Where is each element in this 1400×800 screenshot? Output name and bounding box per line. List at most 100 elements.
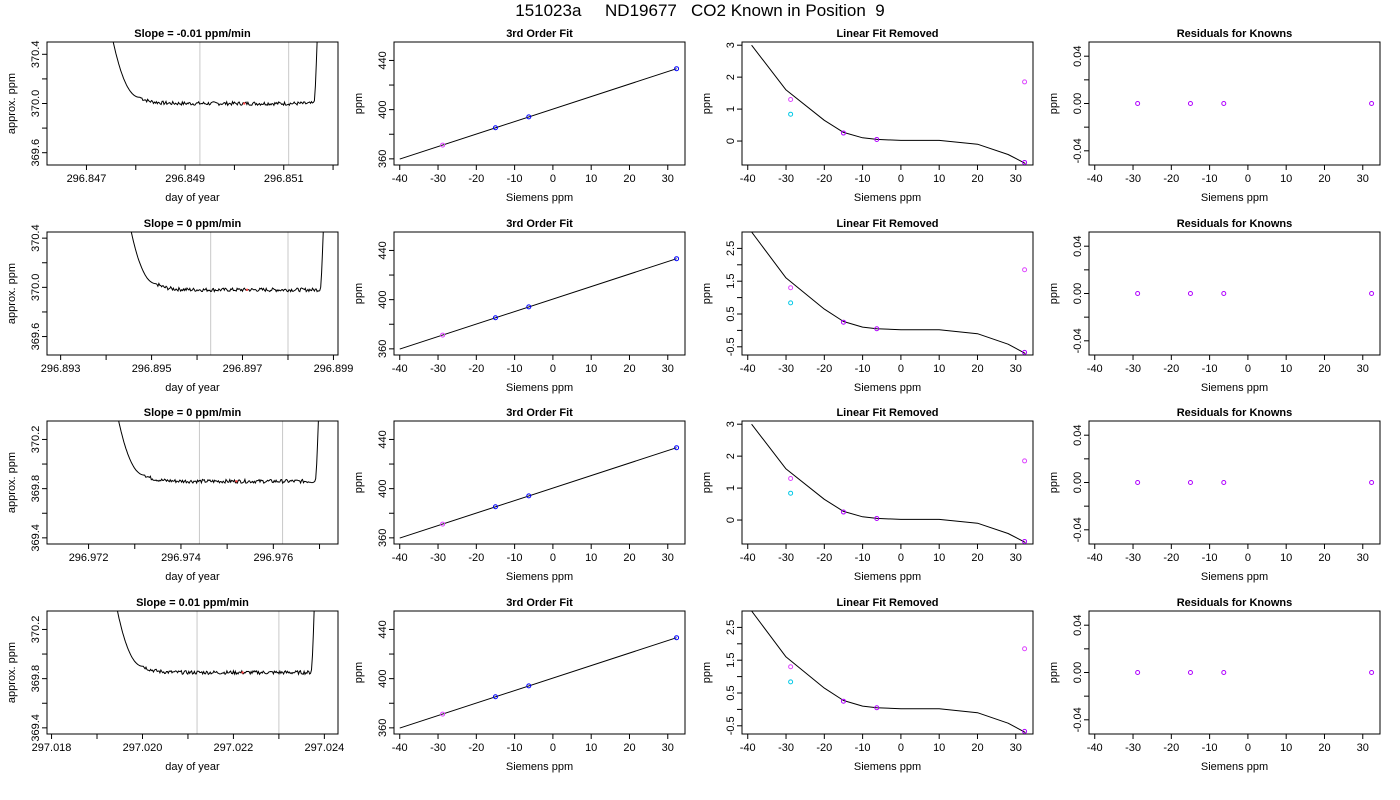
x-tick-label: 20 <box>1318 173 1330 185</box>
cubic-fit-curve <box>751 44 1026 164</box>
y-tick-label: 440 <box>377 51 389 69</box>
mean-marker <box>243 102 246 105</box>
x-tick-label: -10 <box>507 552 523 564</box>
x-tick-label: 30 <box>1010 552 1022 564</box>
panel-trace-row4: Slope = 0.01 ppm/min 297.018 297.020 297.02… <box>6 597 344 773</box>
x-tick-label: -20 <box>1163 173 1179 185</box>
x-tick-label: 296.847 <box>67 173 107 185</box>
data-point <box>840 319 846 325</box>
x-tick-label: 30 <box>1010 742 1022 754</box>
x-tick-label: 10 <box>933 552 945 564</box>
plot-frame <box>741 41 1034 166</box>
plot-area <box>1135 480 1375 485</box>
panel-title: Linear Fit Removed <box>836 407 938 419</box>
y-axis-label: approx. ppm <box>6 642 18 703</box>
data-point <box>1022 159 1028 165</box>
panel-trace-row2: Slope = 0 ppm/min 296.893 296.895 296.897 29… <box>6 218 354 394</box>
data-point <box>1022 267 1028 273</box>
x-axis-label: day of year <box>165 382 220 394</box>
x-tick-label: -10 <box>855 552 871 564</box>
series-trace <box>116 611 315 676</box>
x-tick-label: 10 <box>585 552 597 564</box>
data-point <box>440 142 446 148</box>
y-tick-label: 369.6 <box>30 323 42 351</box>
y-tick-label: 360 <box>377 340 389 358</box>
data-point <box>1022 349 1028 355</box>
y-axis-label: ppm <box>353 283 365 304</box>
y-tick-label: 0.04 <box>1072 45 1084 66</box>
data-point <box>874 136 880 142</box>
x-tick-label: 10 <box>585 173 597 185</box>
x-tick-label: 20 <box>971 742 983 754</box>
plot-area <box>751 423 1028 544</box>
x-tick-label: -30 <box>1125 173 1141 185</box>
y-tick-label: 440 <box>377 430 389 448</box>
panel-fit-row4: 3rd Order Fit -40 -30 -20 -10 0 10 20 30 360 400 44… <box>353 597 686 773</box>
data-point <box>1369 670 1375 675</box>
x-tick-label: -30 <box>778 363 794 375</box>
y-tick-label: 1 <box>725 485 737 491</box>
y-tick-label: -0.04 <box>1072 517 1084 542</box>
y-tick-label: -0.5 <box>725 716 737 735</box>
x-tick-label: 10 <box>585 742 597 754</box>
y-tick-label: 3 <box>725 421 737 427</box>
data-point <box>492 694 498 700</box>
x-axis-label: Siemens ppm <box>506 761 573 773</box>
panel-title: Linear Fit Removed <box>836 218 938 230</box>
x-tick-label: 296.851 <box>264 173 304 185</box>
x-tick-label: 10 <box>585 363 597 375</box>
data-point <box>1022 79 1028 85</box>
data-point <box>1135 670 1141 675</box>
data-point <box>492 125 498 131</box>
x-tick-label: -30 <box>430 173 446 185</box>
x-tick-label: -40 <box>1087 742 1103 754</box>
data-point <box>788 285 794 291</box>
x-tick-label: -10 <box>855 363 871 375</box>
data-point <box>674 256 680 262</box>
x-tick-label: -40 <box>392 363 408 375</box>
x-tick-label: 30 <box>1357 552 1369 564</box>
y-tick-label: 360 <box>377 719 389 737</box>
panel-res-row4: Residuals for Knowns -40 -30 -20 -10 0 10 20 30 -… <box>1048 597 1381 773</box>
panel-title: 3rd Order Fit <box>506 218 573 230</box>
x-tick-label: 30 <box>1010 173 1022 185</box>
x-tick-label: -20 <box>468 552 484 564</box>
y-axis-label: ppm <box>1048 93 1060 114</box>
x-tick-label: 297.018 <box>32 742 72 754</box>
plot-frame <box>393 231 686 356</box>
y-tick-label: 370.4 <box>30 41 42 69</box>
data-point <box>1022 728 1028 734</box>
x-tick-label: -30 <box>1125 552 1141 564</box>
x-axis-label: Siemens ppm <box>854 761 921 773</box>
fit-line <box>399 447 677 539</box>
data-point <box>874 705 880 711</box>
x-tick-label: 10 <box>1280 173 1292 185</box>
y-axis-label: ppm <box>701 662 713 683</box>
y-tick-label: 2.5 <box>725 620 737 635</box>
fit-line <box>399 258 677 350</box>
x-axis-label: Siemens ppm <box>506 571 573 583</box>
data-point <box>674 66 680 72</box>
panel-title: Slope = 0 ppm/min <box>144 218 242 230</box>
x-tick-label: 296.895 <box>132 363 172 375</box>
plot-area <box>112 42 318 107</box>
data-point <box>526 493 532 499</box>
panel-res-row1: Residuals for Knowns -40 -30 -20 -10 0 10 20 30 -… <box>1048 28 1381 204</box>
x-tick-label: 30 <box>662 552 674 564</box>
x-tick-label: -20 <box>1163 742 1179 754</box>
y-tick-label: 370.0 <box>30 274 42 302</box>
series-trace <box>118 421 319 485</box>
data-point <box>840 130 846 136</box>
plot-frame <box>741 231 1034 356</box>
x-tick-label: -10 <box>855 173 871 185</box>
x-axis-label: Siemens ppm <box>506 382 573 394</box>
x-tick-label: -10 <box>1202 173 1218 185</box>
data-point <box>788 664 794 670</box>
data-point <box>440 332 446 338</box>
y-axis-label: ppm <box>353 662 365 683</box>
plot-frame <box>1088 610 1381 735</box>
x-tick-label: -10 <box>1202 552 1218 564</box>
x-tick-label: 296.897 <box>223 363 263 375</box>
y-tick-label: 0.04 <box>1072 235 1084 256</box>
x-tick-label: 296.899 <box>314 363 354 375</box>
